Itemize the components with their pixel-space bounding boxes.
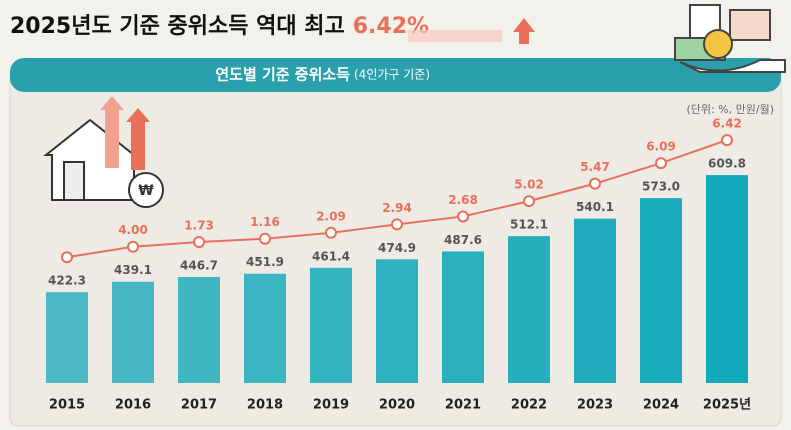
chart-title: 연도별 기준 중위소득 (215, 66, 350, 84)
rate-value-label: 1.73 (184, 218, 214, 232)
rate-dot (391, 218, 403, 231)
bar (706, 175, 748, 383)
bar (640, 198, 682, 383)
bar (46, 292, 88, 383)
x-tick-label: 2019 (313, 398, 349, 413)
bar-value-label: 487.6 (444, 233, 482, 247)
rate-value-label: 5.47 (580, 160, 610, 174)
rate-value-label: 4.00 (118, 223, 148, 237)
rate-value-label: 2.09 (316, 209, 346, 223)
rate-dot (325, 226, 337, 239)
bar-value-label: 573.0 (642, 180, 680, 194)
bar-value-label: 446.7 (180, 258, 218, 272)
rate-dot (523, 195, 535, 208)
rate-value-label: 2.68 (448, 193, 478, 207)
house-icon: ₩ (43, 96, 164, 208)
rate-dot (721, 134, 733, 147)
x-tick-label: 2023 (577, 398, 613, 413)
x-tick-label: 2016 (115, 398, 151, 413)
bar (442, 251, 484, 383)
x-tick-label: 2025년 (703, 398, 751, 413)
title-text: 2025년도 기준 중위소득 역대 최고 (10, 14, 345, 39)
bar (574, 218, 616, 383)
bar-value-label: 474.9 (378, 241, 416, 255)
rate-value-label: 1.16 (250, 215, 280, 229)
up-arrow-icon (513, 18, 535, 44)
rate-value-label: 2.94 (382, 201, 412, 215)
rate-value-label: 5.02 (514, 178, 544, 192)
rate-value-label: 6.09 (646, 140, 676, 154)
bar-value-label: 439.1 (114, 263, 152, 277)
rate-dot (457, 210, 469, 223)
x-tick-label: 2018 (247, 398, 283, 413)
bar (376, 259, 418, 383)
rate-dot (589, 177, 601, 190)
x-tick-label: 2020 (379, 398, 415, 413)
bar (178, 276, 220, 383)
chart-subtitle: (4인가구 기준) (354, 68, 430, 82)
bar (112, 281, 154, 383)
x-tick-label: 2017 (181, 398, 217, 413)
bar-value-label: 512.1 (510, 218, 548, 232)
rate-dot (193, 235, 205, 248)
bar (508, 236, 550, 383)
banner (10, 58, 781, 92)
unit-note: (단위: %, 만원/월) (686, 103, 774, 116)
rate-dot (61, 251, 73, 264)
x-tick-label: 2015 (49, 398, 85, 413)
page-title: 2025년도 기준 중위소득 역대 최고 6.42% (10, 14, 429, 39)
rate-dot (655, 157, 667, 170)
rate-dot (259, 232, 271, 245)
rate-value-label: 6.42 (712, 117, 742, 131)
svg-text:₩: ₩ (138, 183, 154, 199)
bar-value-label: 540.1 (576, 200, 614, 214)
rate-dot (127, 240, 139, 253)
bar-value-label: 461.4 (312, 249, 350, 263)
bar-value-label: 422.3 (48, 274, 86, 288)
bar-value-label: 609.8 (708, 157, 746, 171)
x-tick-label: 2024 (643, 398, 679, 413)
x-tick-label: 2022 (511, 398, 547, 413)
highlight-mark (408, 30, 502, 42)
money-icon (674, 4, 786, 73)
x-tick-label: 2021 (445, 398, 481, 413)
bar (310, 267, 352, 383)
bar-value-label: 451.9 (246, 255, 284, 269)
bar (244, 273, 286, 383)
